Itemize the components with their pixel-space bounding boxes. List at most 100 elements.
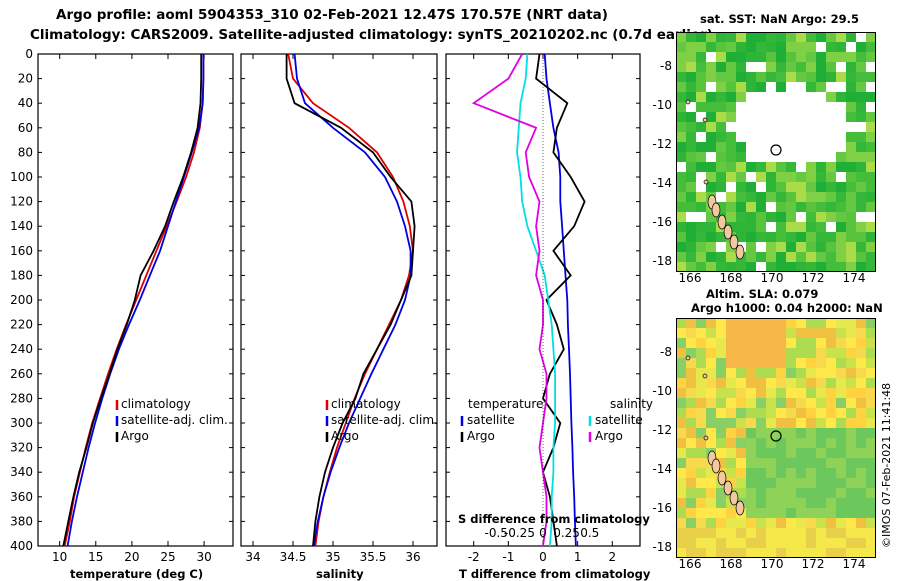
sla-map-cell [846,428,857,439]
salinity-xtick-label: 34.5 [280,550,307,564]
sla-map-cell [736,348,747,359]
sla-map-cell [786,538,797,549]
island-shape [685,99,691,105]
depth-tick-label: 340 [10,465,33,479]
sla-map-cell [806,398,817,409]
sla-map-cell [726,368,737,379]
sla-map-cell [756,358,767,369]
sla-map-cell [686,378,697,389]
sla-map-cell [816,458,827,469]
sla-map-cell [716,458,727,469]
sla-map-cell [866,338,876,349]
sst-map-cell [676,132,687,143]
difference-xtick-label: -1 [502,550,514,564]
sst-map-cell [816,152,827,163]
sst-map-cell [806,42,817,53]
sla-map-cell [776,468,787,479]
sst-map-cell [776,202,787,213]
sst-map-cell [856,92,867,103]
sst-map-cell [746,102,757,113]
sla-map-cell [846,328,857,339]
sla-map-cell [676,448,687,459]
sst-map-cell [836,262,847,272]
sla-map-cell [726,458,737,469]
sla-map-cell [846,408,857,419]
sla-map-cell [766,538,777,549]
sla-map-cell [856,418,867,429]
sst-map-cell [836,162,847,173]
sst-map-cell [836,62,847,73]
sla-map-cell [826,498,837,509]
sst-map-cell [846,82,857,93]
sst-map-cell [716,142,727,153]
sla-map-cell [856,518,867,529]
sst-map-ytick-label: -10 [652,98,672,112]
sst-map-cell [806,92,817,103]
sla-map-cell [686,538,697,549]
sla-map-cell [686,508,697,519]
sst-map-cell [816,172,827,183]
sla-map-xtick-label: 166 [679,557,702,571]
sla-map-cell [726,518,737,529]
sla-map-cell [746,468,757,479]
sst-map-cell [756,212,767,223]
sst-map-cell [866,242,876,253]
sla-map-cell [806,538,817,549]
sst-map-cell [816,52,827,63]
sst-map-cell [696,242,707,253]
sla-map-cell [726,538,737,549]
sst-map-cell [716,262,727,272]
sla-map-cell [796,348,807,359]
sst-map-cell [796,182,807,193]
sla-map-cell [736,538,747,549]
sla-map-cell [766,478,777,489]
sla-map-cell [866,468,876,479]
sla-map-cell [866,358,876,369]
sst-map-cell [796,172,807,183]
sla-map-cell [766,528,777,539]
sst-map-cell [716,192,727,203]
sla-map-cell [696,508,707,519]
sla-map-cell [676,478,687,489]
sla-map-cell [706,468,717,479]
sst-map-cell [716,202,727,213]
sst-map-cell [786,102,797,113]
sst-map-cell [866,82,876,93]
sla-map-cell [726,398,737,409]
sst-map-cell [826,142,837,153]
sst-map-cell [716,32,727,43]
sst-map-cell [806,142,817,153]
sst-map-cell [746,222,757,233]
difference-xtick-label: 0 [539,550,547,564]
sla-map-cell [706,498,717,509]
sst-map-cell [696,212,707,223]
sla-map-cell [686,458,697,469]
sla-map-cell [766,508,777,519]
sla-map-xtick-label: 170 [761,557,784,571]
sla-map-title-2: Argo h1000: 0.04 h2000: NaN [691,301,883,315]
sst-map-cell [676,72,687,83]
sst-map-cell [696,102,707,113]
sst-map-cell [736,42,747,53]
sst-map-xtick-label: 168 [720,271,743,285]
sla-map-cell [796,538,807,549]
sst-map-cell [836,42,847,53]
depth-tick-label: 120 [10,195,33,209]
sla-map-cell [866,378,876,389]
sla-map-cell [676,358,687,369]
sst-map-cell [786,252,797,263]
sst-map-cell [686,212,697,223]
sst-map-cell [816,32,827,43]
sla-map-cell [796,378,807,389]
sla-map-cell [726,358,737,369]
sst-map-cell [686,162,697,173]
sst-map-cell [836,92,847,103]
sla-map-cell [726,448,737,459]
sst-map-cell [866,62,876,73]
sst-map-cell [716,72,727,83]
sst-map-cell [746,182,757,193]
sst-map-cell [766,152,777,163]
sla-map-cell [726,408,737,419]
sla-map-cell [716,488,727,499]
sst-map-cell [766,82,777,93]
